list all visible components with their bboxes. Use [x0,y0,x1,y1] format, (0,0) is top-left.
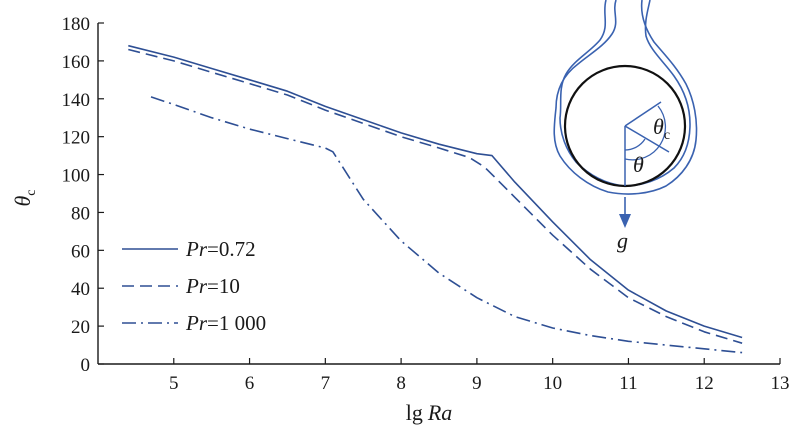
legend-label-2: Pr=10 [185,274,240,298]
gravity-arrow-head [619,214,631,228]
x-tick-label: 5 [169,373,179,394]
axis-titles: lg Ra θc [10,189,452,425]
y-tick-label: 20 [71,317,90,338]
axes: 0 20 40 60 80 100 120 140 160 180 5 6 7 8 9 10 11 12 13 [62,14,790,394]
x-tick-label: 7 [321,373,331,394]
legend: Pr=0.72 Pr=10 Pr=1 000 [122,237,266,335]
plume-outer-line [553,0,698,195]
series-line-3 [150,96,743,354]
inset-diagram: θcθ g [553,0,698,253]
x-axis-title: lg Ra [406,400,453,425]
x-tick-label: 9 [472,373,482,394]
x-tick-label: 11 [619,373,637,394]
series-line-1 [128,44,743,339]
y-tick-label: 180 [62,14,91,35]
y-tick-label: 60 [71,241,90,262]
angle-label: θ [633,152,644,177]
y-tick-label: 120 [62,128,91,149]
y-tick-label: 100 [62,166,91,187]
gravity-label: g [617,228,628,253]
y-tick-label: 40 [71,279,90,300]
x-tick-label: 13 [771,373,790,394]
series-line-2 [128,48,743,344]
series-layer [128,44,743,354]
x-tick-label: 8 [396,373,406,394]
angle-c-label: θc [653,114,670,143]
y-tick-label: 0 [81,355,91,376]
legend-label-3: Pr=1 000 [185,311,266,335]
legend-label-1: Pr=0.72 [185,237,256,261]
x-tick-label: 6 [245,373,255,394]
radius-line-c [624,101,662,127]
radius-line [624,125,670,153]
y-tick-label: 160 [62,52,91,73]
x-tick-label: 10 [543,373,562,394]
y-axis-title: θc [10,189,39,206]
x-tick-label: 12 [695,373,714,394]
angle-arc [624,138,646,151]
angle-arc-c [624,105,667,161]
y-tick-label: 140 [62,90,91,111]
y-tick-label: 80 [71,203,90,224]
